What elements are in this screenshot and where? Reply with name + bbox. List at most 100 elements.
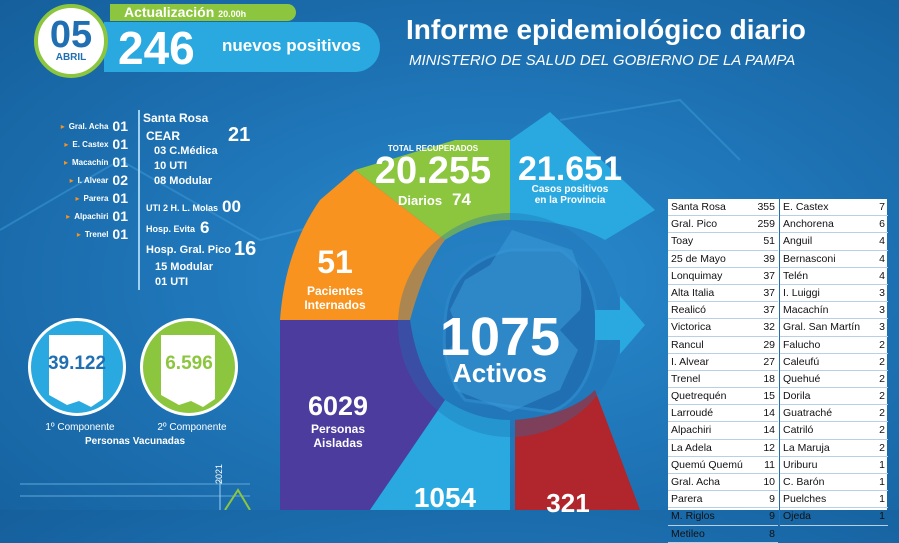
table-locality-value: 37	[763, 304, 775, 317]
bottom-right-segment	[515, 390, 640, 510]
table-row: Toay 51	[668, 233, 778, 251]
table-row: Gral. Acha 10	[668, 474, 778, 492]
vaccine-second-number: 6.596	[165, 353, 213, 374]
table-locality-value: 7	[879, 201, 885, 213]
active-label: Activos	[453, 358, 547, 388]
left-locality-value: 01	[112, 190, 128, 206]
table-locality-name: C. Barón	[783, 476, 825, 488]
table-row: Santa Rosa 355	[668, 199, 778, 217]
arrow-icon: ▸	[76, 229, 81, 239]
table-locality-name: Parera	[671, 493, 703, 506]
table-row: Dorila 2	[780, 388, 888, 406]
page-title: Informe epidemiológico diario	[406, 14, 806, 45]
left-locality-value: 01	[112, 136, 128, 152]
left-locality-name: Macachín	[71, 157, 109, 167]
table-locality-value: 1	[879, 510, 885, 523]
stats-wheel	[280, 112, 655, 510]
table-row: La Adela 12	[668, 440, 778, 457]
santa-rosa-title: Santa Rosa	[143, 111, 209, 125]
date-day: 05	[49, 14, 93, 56]
table-row: Lonquimay 37	[668, 268, 778, 285]
table-locality-value: 27	[763, 355, 775, 368]
table-row: Alta Italia 37	[668, 285, 778, 303]
table-locality-value: 2	[879, 355, 885, 368]
table-row: Metileo 8	[668, 526, 778, 543]
left-locality-value: 01	[112, 154, 128, 170]
uti-value: 00	[222, 197, 241, 216]
daily-number: 74	[452, 190, 471, 209]
table-locality-value: 3	[879, 304, 885, 317]
table-locality-value: 355	[757, 201, 775, 213]
table-locality-name: Puelches	[783, 493, 827, 506]
table-locality-value: 2	[879, 441, 885, 454]
table-locality-value: 14	[763, 424, 775, 437]
table-locality-name: Guatraché	[783, 407, 833, 420]
table-row: Puelches 1	[780, 491, 888, 509]
bottom-right-number: 321	[546, 488, 590, 518]
table-locality-name: Quetrequén	[671, 390, 727, 403]
left-locality-row: ▸ I. Alvear 02	[52, 171, 128, 189]
vaccine-second-badge: 6.596	[140, 318, 238, 416]
page-subtitle: MINISTERIO DE SALUD DEL GOBIERNO DE LA P…	[409, 52, 796, 69]
left-localities-list: ▸ Gral. Acha 01 ▸ E. Castex 01 ▸ Macachín 01 ▸ I. …	[52, 117, 128, 243]
arrow-icon: ▸	[66, 211, 71, 221]
table-locality-value: 14	[763, 407, 775, 420]
uti-label: UTI 2 H. L. Molas	[146, 203, 219, 213]
table-locality-value: 259	[757, 218, 775, 231]
arrow-icon: ▸	[75, 193, 80, 203]
table-locality-value: 6	[879, 218, 885, 231]
table-locality-value: 9	[769, 493, 775, 506]
table-locality-value: 29	[763, 338, 775, 351]
table-locality-value: 2	[879, 424, 885, 437]
table-row: Realicó 37	[668, 302, 778, 320]
table-locality-value: 9	[769, 510, 775, 523]
mini-chart	[20, 478, 251, 510]
table-locality-name: Toay	[671, 235, 694, 248]
table-row: Bernasconi 4	[780, 251, 888, 268]
table-row: Parera 9	[668, 491, 778, 509]
table-locality-value: 2	[879, 372, 885, 385]
table-row: Falucho 2	[780, 337, 888, 354]
table-locality-value: 4	[879, 235, 885, 248]
table-locality-name: Ojeda	[783, 510, 812, 523]
table-locality-name: Lonquimay	[671, 269, 723, 282]
left-locality-name: Alpachiri	[74, 211, 109, 221]
arrow-icon: ▸	[64, 139, 69, 149]
table-locality-name: Quehué	[783, 372, 821, 385]
table-locality-value: 10	[763, 476, 775, 488]
table-row: Quetrequén 15	[668, 388, 778, 406]
update-label: Actualización	[124, 4, 215, 20]
table-row: Quehué 2	[780, 371, 888, 389]
left-locality-row: ▸ Macachín 01	[52, 153, 128, 171]
left-locality-name: Parera	[83, 193, 109, 203]
table-locality-name: Anchorena	[783, 218, 834, 231]
new-positives-label: nuevos positivos	[222, 36, 361, 55]
table-locality-value: 2	[879, 390, 885, 403]
table-locality-value: 1	[879, 458, 885, 471]
table-locality-name: I. Alvear	[671, 355, 709, 368]
cases-label-2: en la Provincia	[534, 195, 606, 206]
table-locality-name: Metileo	[671, 527, 705, 540]
interned-number: 51	[317, 244, 353, 280]
recovered-number: 20.255	[374, 150, 492, 192]
table-row: E. Castex 7	[780, 199, 888, 217]
table-locality-name: I. Luiggi	[783, 286, 820, 299]
table-locality-value: 39	[763, 252, 775, 265]
table-locality-value: 4	[879, 252, 885, 265]
recovered-segment	[355, 140, 510, 240]
table-locality-name: Rancul	[671, 338, 704, 351]
table-locality-value: 1	[879, 476, 885, 488]
table-locality-name: Macachín	[783, 304, 829, 317]
isolated-segment	[280, 320, 445, 510]
province-map-icon	[49, 335, 103, 407]
isolated-label-1: Personas	[310, 422, 366, 436]
daily-label: Diarios	[398, 193, 443, 208]
table-row: Telén 4	[780, 268, 888, 285]
table-locality-name: Quemú Quemú	[671, 458, 743, 471]
table-locality-value: 37	[763, 286, 775, 299]
table-row: 25 de Mayo 39	[668, 251, 778, 268]
table-locality-value: 18	[763, 372, 775, 385]
table-locality-name: Anguil	[783, 235, 813, 248]
left-locality-value: 01	[112, 226, 128, 242]
active-number: 1075	[439, 307, 561, 367]
